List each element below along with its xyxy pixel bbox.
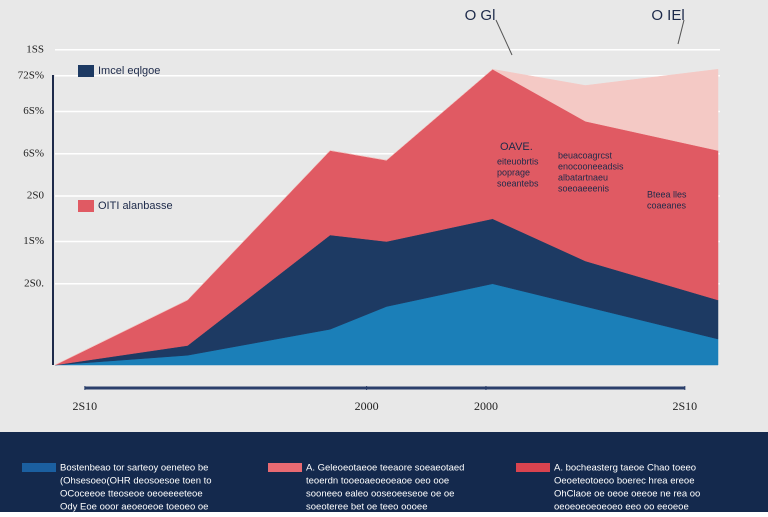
annotation: eiteuobrtis [497,156,539,166]
annotation: OAVE. [500,141,533,153]
footer-text: A. bocheasterg taeoe Chao toeeo [554,463,696,474]
footer-swatch [268,463,302,472]
y-tick-label: 6S% [23,147,44,159]
footer-text: A. Geleoeotaeoe teeaore soeaeotaed [306,463,464,474]
x-tick-label: 2000 [474,399,498,413]
annotation: poprage [497,167,530,177]
annotation-leader [677,19,685,45]
area [54,68,719,366]
annotation: Bteea lles [647,189,687,199]
x-tick-label: 2S10 [72,399,97,413]
y-tick-label: 6S% [23,105,44,117]
footer-text: Bostenbeao tor sarteoy oeneteo be [60,463,208,474]
legend-label: Imcel eqlgoe [98,65,160,77]
y-tick-label: 1SS [26,43,44,55]
annotation: enocooneeadsis [558,161,624,171]
footer-text: OCoceeoe tteoseoe oeoeeeeteoe [60,489,203,500]
x-tick-label: 2000 [355,399,379,413]
legend-label: OITI alanbasse [98,200,173,212]
annotation: O IEl [651,7,684,24]
footer-text: teoerdn tooeoaeoeoeaoe oeo ooe [306,476,449,487]
annotation: coaeanes [647,200,687,210]
annotation: albatartnaeu [558,172,608,182]
x-tick-label: 2S10 [673,399,698,413]
footer-swatch [22,463,56,472]
y-tick-label: 2S0 [27,190,45,202]
footer-swatch [516,463,550,472]
footer-text: Ody Eoe ooor aeoeoeoe toeoeo oe [60,502,208,512]
footer-text: sooneeo ealeo ooseoeeseoe oe oe [306,489,454,500]
legend-swatch [78,200,94,212]
annotation-leader [495,19,513,56]
annotation: O Gl [465,7,496,24]
footer-text: (Ohsesoeo(OHR deosoesoe toen to [60,476,212,487]
footer-band [0,432,768,512]
annotation: soeantebs [497,178,539,188]
annotation: soeoaeeenis [558,183,610,193]
y-tick-label: 2S0. [24,277,44,289]
legend-swatch [78,65,94,77]
footer-text: OhClaoe oe oeoe oeeoe ne rea oo [554,489,700,500]
annotation: beuacoagrcst [558,150,613,160]
y-tick-label: 72S% [18,69,44,81]
footer-text: oeoeoeoeoeoeo eeo oo eeoeoe [554,502,689,512]
y-tick-label: 1S% [23,235,44,247]
footer-text: Oeoeteotoeoo boerec hrea ereoe [554,476,695,487]
footer-text: soeoteree bet oe teeo oooee [306,502,428,512]
